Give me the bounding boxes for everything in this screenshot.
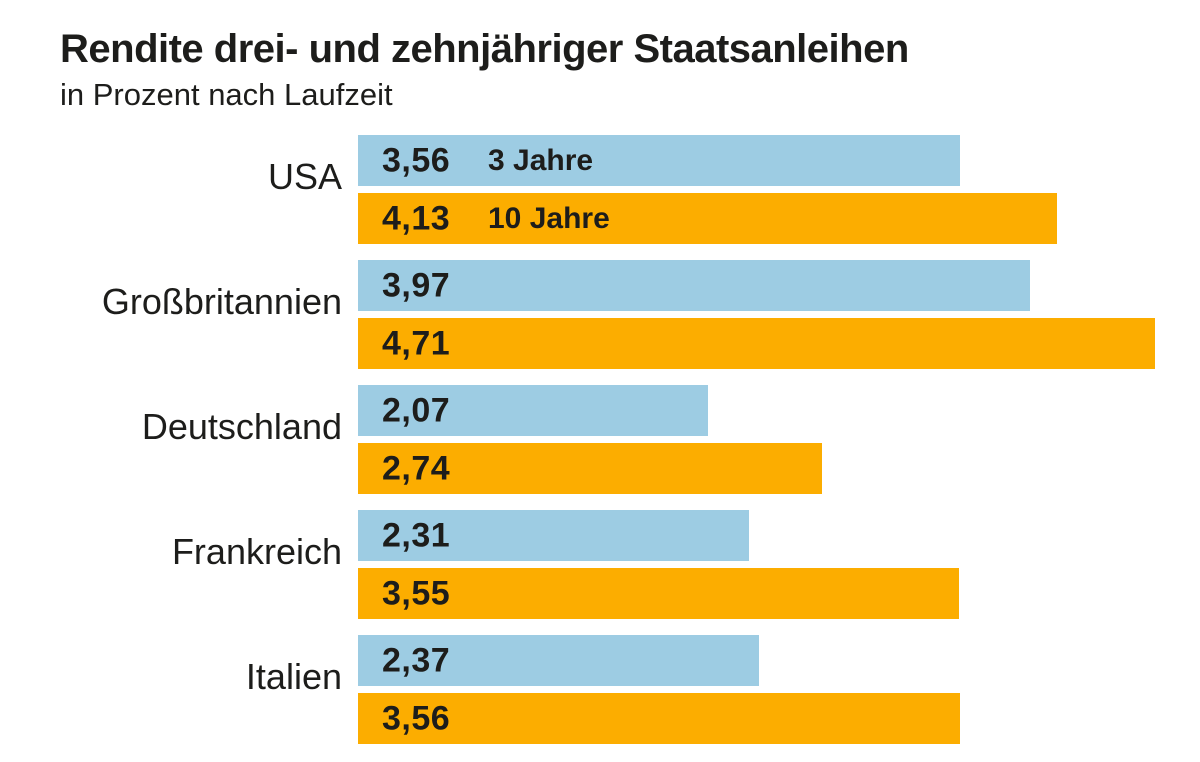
series-legend-label: 10 Jahre xyxy=(488,201,610,235)
bar-value-label: 2,37 xyxy=(382,641,451,679)
chart-group-usa: USA 3,56 3 Jahre 4,13 10 Jahre xyxy=(0,135,1200,244)
bar-10-jahre: 3,56 xyxy=(358,693,961,744)
chart-group-deutschland: Deutschland 2,07 2,74 xyxy=(0,385,1200,494)
chart-title: Rendite drei- und zehnjähriger Staatsanl… xyxy=(60,27,909,71)
chart-header: Rendite drei- und zehnjähriger Staatsanl… xyxy=(60,26,909,113)
bar-value-label: 3,97 xyxy=(382,266,451,304)
chart-group-italien: Italien 2,37 3,56 xyxy=(0,635,1200,744)
bar-10-jahre: 4,13 10 Jahre xyxy=(358,193,1057,244)
category-label: Deutschland xyxy=(141,405,342,447)
bar-3-jahre: 2,07 xyxy=(358,385,709,436)
bar-10-jahre: 3,55 xyxy=(358,568,959,619)
bar-value-label: 2,74 xyxy=(382,449,451,487)
category-label: Frankreich xyxy=(171,530,342,572)
bar-10-jahre: 2,74 xyxy=(358,443,822,494)
bar-value-label: 2,31 xyxy=(382,516,451,554)
bar-10-jahre: 4,71 xyxy=(358,318,1155,369)
bar-value-label: 2,07 xyxy=(382,391,451,429)
category-label: Italien xyxy=(245,655,342,697)
bar-3-jahre: 3,97 xyxy=(358,260,1030,311)
bar-chart: USA 3,56 3 Jahre 4,13 10 Jahre Großbrita… xyxy=(0,135,1200,760)
series-legend-label: 3 Jahre xyxy=(488,143,594,177)
chart-group-frankreich: Frankreich 2,31 3,55 xyxy=(0,510,1200,619)
category-label: Großbritannien xyxy=(101,280,342,322)
bar-value-label: 3,55 xyxy=(382,574,451,612)
bar-value-label: 3,56 xyxy=(382,699,451,737)
bar-3-jahre: 2,31 xyxy=(358,510,749,561)
chart-group-grossbritannien: Großbritannien 3,97 4,71 xyxy=(0,260,1200,369)
category-label: USA xyxy=(267,155,342,197)
bar-value-label: 4,13 xyxy=(382,199,451,237)
bar-value-label: 3,56 xyxy=(382,141,451,179)
chart-subtitle: in Prozent nach Laufzeit xyxy=(60,77,393,112)
bar-3-jahre: 2,37 xyxy=(358,635,759,686)
bar-value-label: 4,71 xyxy=(382,324,451,362)
bar-3-jahre: 3,56 3 Jahre xyxy=(358,135,961,186)
